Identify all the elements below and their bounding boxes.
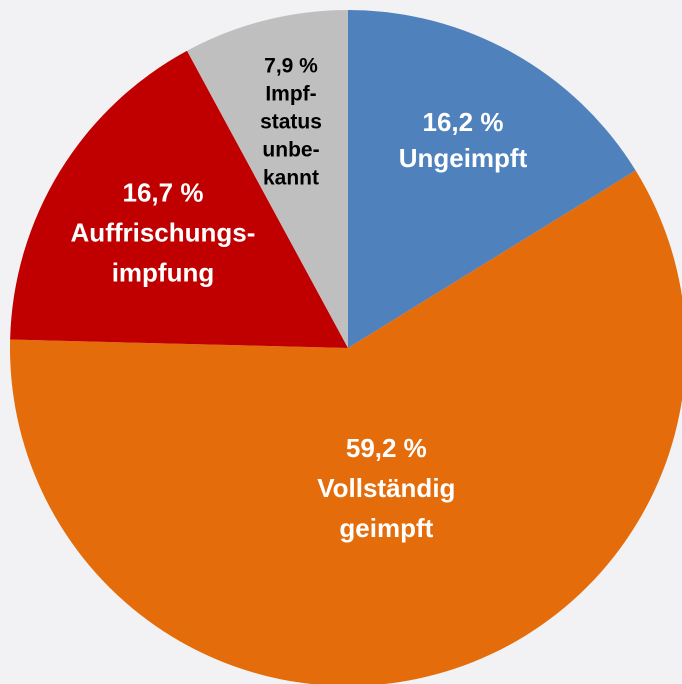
- slice-label: Vollständig: [317, 473, 455, 503]
- value-label: 7,9 %: [264, 55, 318, 78]
- slice-label: Ungeimpft: [399, 143, 528, 173]
- pie-slice: [187, 10, 348, 348]
- value-label: 16,2 %: [423, 107, 504, 137]
- pie-slice: [348, 10, 636, 348]
- slice-label: Impf-: [265, 83, 316, 106]
- pie-slice: [10, 170, 682, 684]
- slice-label: unbe-: [262, 139, 319, 162]
- value-label: 16,7 %: [123, 177, 204, 207]
- value-label: 59,2 %: [346, 433, 427, 463]
- slice-label: Auffrischungs-: [71, 217, 256, 247]
- pie-slice: [10, 50, 348, 349]
- slice-label: geimpft: [339, 513, 433, 543]
- slice-label: kannt: [263, 167, 319, 190]
- slice-label: impfung: [112, 257, 215, 287]
- slice-label: status: [260, 111, 322, 134]
